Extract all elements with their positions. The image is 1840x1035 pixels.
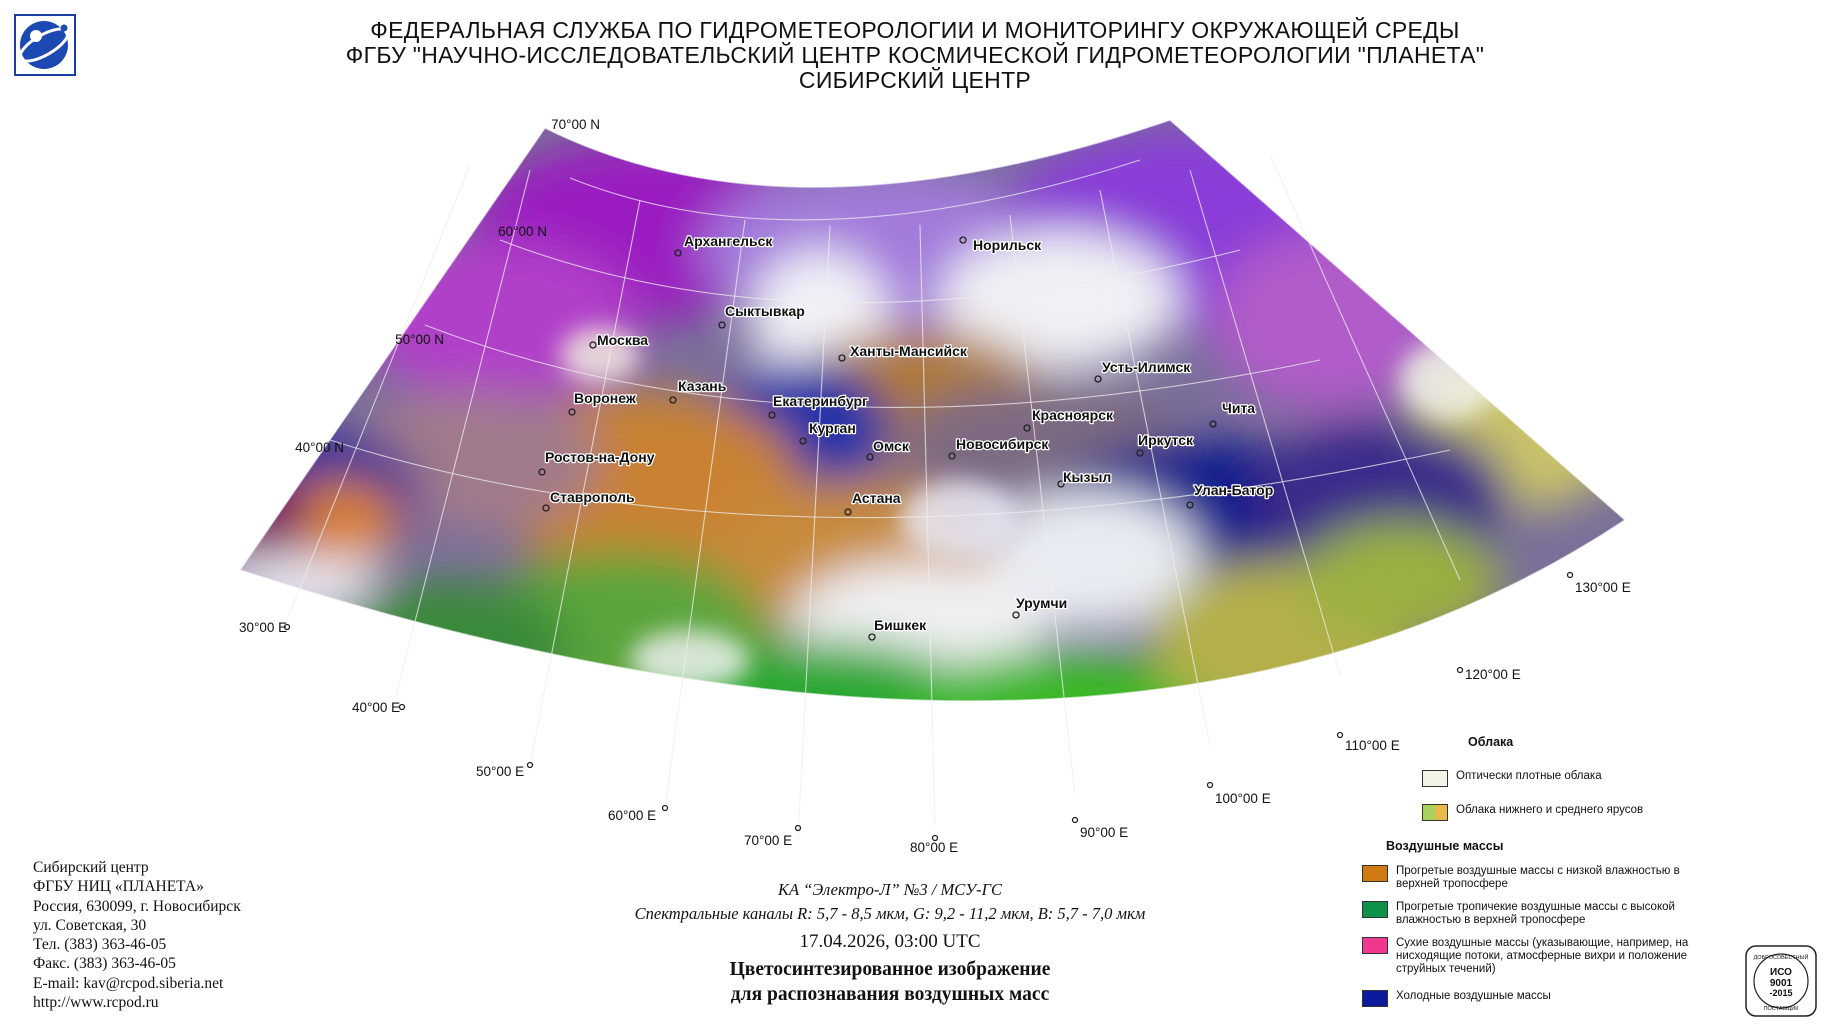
iso-mid3-text: -2015 (1769, 988, 1792, 998)
iso-mid2-text: 9001 (1770, 978, 1793, 989)
contact-org: Сибирский центр (33, 859, 149, 876)
header: ФЕДЕРАЛЬНАЯ СЛУЖБА ПО ГИДРОМЕТЕОРОЛОГИИ … (250, 18, 1580, 93)
contact-email[interactable]: E-mail: kav@rcpod.siberia.net (33, 974, 224, 992)
city-label: Красноярск (1032, 407, 1114, 423)
lon-label-100: 100°00 E (1215, 791, 1271, 806)
satellite-imagery (240, 120, 1625, 702)
city-label: Москва (597, 332, 648, 348)
legend-label: Холодные воздушные массы (1396, 990, 1551, 1002)
contact-web[interactable]: http://www.rcpod.ru (33, 994, 159, 1012)
legend-item: Сухие воздушные массы (указывающие, напр… (1362, 937, 1736, 976)
legend-swatch (1362, 901, 1388, 918)
city-label: Курган (809, 420, 856, 436)
legend-swatch (1362, 937, 1388, 954)
city-label: Астана (852, 490, 901, 506)
lat-label-70: 70°00 N (551, 117, 600, 132)
graticule (284, 154, 1461, 839)
contact-address1: Россия, 630099, г. Новосибирск (33, 897, 241, 915)
contact-address2: ул. Советская, 30 (33, 916, 147, 934)
city-label: Воронеж (574, 390, 637, 406)
legend-label: Прогретые тропичекие воздушные массы с в… (1396, 901, 1675, 926)
iso-9001-badge: ДОБРОСОВЕСТНЫЙ ИСО 9001 -2015 ПОСТАВЩИК (1745, 945, 1817, 1017)
legend-item: Прогретые воздушные массы с низкой влажн… (1362, 865, 1696, 891)
legend-swatch (1422, 770, 1448, 787)
lon-label-90: 90°00 E (1080, 825, 1128, 840)
city-label: Екатеринбург (773, 393, 868, 409)
city-label: Сыктывкар (725, 303, 805, 319)
city-label: Усть-Илимск (1102, 359, 1191, 375)
lon-label-120: 120°00 E (1465, 667, 1521, 682)
iso-top-text: ДОБРОСОВЕСТНЫЙ (1754, 953, 1809, 961)
city-label: Ростов-на-Дону (545, 449, 655, 465)
header-line-3: СИБИРСКИЙ ЦЕНТР (798, 67, 1032, 93)
header-line-1: ФЕДЕРАЛЬНАЯ СЛУЖБА ПО ГИДРОМЕТЕОРОЛОГИИ … (370, 17, 1460, 43)
legend-air-title: Воздушные массы (1386, 839, 1504, 853)
map-outline (238, 119, 1627, 702)
city-label: Новосибирск (956, 436, 1049, 452)
contact-phone: Тел. (383) 363-46-05 (33, 936, 167, 954)
legend-label: Облака нижнего и среднего ярусов (1456, 804, 1644, 816)
lon-label-110: 110°00 E (1345, 738, 1400, 753)
city-label: Архангельск (684, 233, 773, 249)
legend-label: Сухие воздушные массы (указывающие, напр… (1396, 937, 1689, 975)
lon-label-50: 50°00 E (476, 764, 524, 779)
lat-label-60: 60°00 N (498, 224, 547, 239)
city-label: Бишкек (874, 617, 927, 633)
city-label: Ставрополь (550, 489, 635, 505)
legend-item: Оптически плотные облака (1422, 770, 1756, 787)
lon-label-30: 30°00 E (239, 620, 287, 635)
city-label: Ханты-Мансийск (850, 343, 968, 359)
city-label: Иркутск (1138, 432, 1194, 448)
city-markers: Архангельск Норильск Сыктывкар Ханты-Ман… (538, 232, 1275, 641)
caption-title-2: для распознавания воздушных масс (730, 984, 1050, 1005)
lon-label-40: 40°00 E (352, 700, 400, 715)
legend-swatch (1422, 804, 1448, 821)
lon-label-70: 70°00 E (744, 833, 792, 848)
lat-label-50: 50°00 N (395, 332, 444, 347)
caption-satellite: КА “Электро-Л” №3 / МСУ-ГС (777, 880, 1002, 899)
legend-clouds-title: Облака (1468, 735, 1514, 749)
lon-label-60: 60°00 E (608, 808, 656, 823)
city-label: Омск (873, 438, 910, 454)
city-label: Норильск (973, 237, 1042, 253)
lon-label-80: 80°00 E (910, 840, 958, 855)
legend-swatch (1362, 865, 1388, 882)
lon-label-130: 130°00 E (1575, 580, 1631, 595)
city-label: Урумчи (1016, 595, 1067, 611)
legend-item: Облака нижнего и среднего ярусов (1422, 804, 1756, 821)
city-label: Чита (1222, 400, 1255, 416)
legend-swatch (1362, 990, 1388, 1007)
legend-label: Оптически плотные облака (1456, 770, 1602, 782)
legend-item: Прогретые тропичекие воздушные массы с в… (1362, 901, 1696, 927)
legend-item: Холодные воздушные массы (1362, 990, 1696, 1007)
latitude-labels: 70°00 N 60°00 N 50°00 N 40°00 N (295, 117, 600, 455)
caption-datetime: 17.04.2026, 03:00 UTC (799, 931, 981, 952)
longitude-labels: 30°00 E 40°00 E 50°00 E 60°00 E 70°00 E … (239, 571, 1631, 855)
iso-mid1-text: ИСО (1770, 967, 1792, 978)
legend-label: Прогретые воздушные массы с низкой влажн… (1396, 865, 1680, 890)
caption-title-1: Цветосинтезированное изображение (729, 959, 1051, 980)
city-label: Казань (678, 378, 727, 394)
planeta-logo (14, 14, 76, 76)
header-line-2: ФГБУ "НАУЧНО-ИССЛЕДОВАТЕЛЬСКИЙ ЦЕНТР КОС… (345, 42, 1485, 68)
lat-label-40: 40°00 N (295, 440, 344, 455)
iso-bottom-text: ПОСТАВЩИК (1764, 1006, 1800, 1012)
contact-org2: ФГБУ НИЦ «ПЛАНЕТА» (33, 878, 204, 896)
caption-channels: Спектральные каналы R: 5,7 - 8,5 мкм, G:… (634, 904, 1146, 923)
contact-info: Сибирский центр ФГБУ НИЦ «ПЛАНЕТА» Росси… (33, 858, 241, 1012)
city-label: Кызыл (1063, 469, 1111, 485)
city-label: Улан-Батор (1194, 482, 1273, 498)
contact-fax: Факс. (383) 363-46-05 (33, 955, 176, 973)
